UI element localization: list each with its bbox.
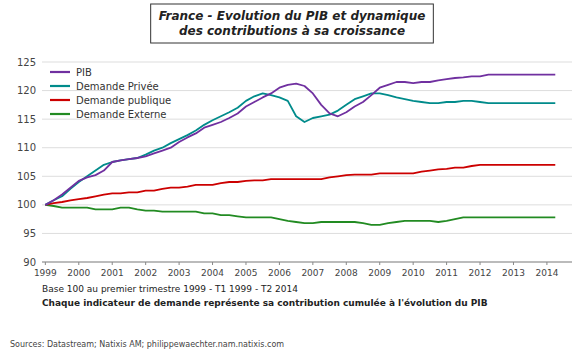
y-tick-label: 115 [17,114,36,125]
x-tick-label: 2007 [301,268,324,278]
x-tick-label: 2001 [101,268,124,278]
grid-line [42,262,572,263]
legend-swatch [50,85,70,87]
x-tick [379,262,380,265]
legend-swatch [50,71,70,73]
x-tick-label: 2004 [201,268,224,278]
y-tick-label: 105 [17,171,36,182]
x-tick-label: 2006 [268,268,291,278]
x-tick [145,262,146,265]
x-tick [546,262,547,265]
grid-line [42,204,572,205]
y-grid: 90 95 100 105 110 115 120 125 [17,57,572,268]
chart-container: France - Evolution du PIB et dynamiquede… [0,0,584,355]
x-tick-label: 2014 [535,268,558,278]
grid-line [42,147,572,148]
title: France - Evolution du PIB et dynamiquede… [159,9,426,38]
x-tick-label: 2003 [168,268,191,278]
x-tick-label: 2009 [368,268,391,278]
title-group: France - Evolution du PIB et dynamiquede… [151,4,434,43]
x-tick [212,262,213,265]
y-tick-label: 110 [17,142,36,153]
x-tick-label: 2011 [435,268,458,278]
subtitle: Base 100 au premier trimestre 1999 - T1 … [42,284,298,294]
grid-line [42,176,572,177]
legend-swatch [50,113,70,115]
x-tick-label: 2013 [502,268,525,278]
legend-swatch [50,99,70,101]
legend-label: Demande Externe [76,109,166,120]
x-tick-label: 2000 [67,268,90,278]
title-box [151,4,434,43]
x-tick [279,262,280,265]
x-tick [112,262,113,265]
x-tick [346,262,347,265]
legend-label: PIB [76,67,92,78]
chart-svg: France - Evolution du PIB et dynamiquede… [0,0,584,355]
x-axis: 1999 2000 2001 2002 2003 2004 2005 2006 2007 2008… [34,262,559,278]
grid-line [42,62,572,63]
x-axis-line [42,262,572,263]
x-tick [179,262,180,265]
x-tick [45,262,46,265]
y-tick-label: 90 [23,257,36,268]
x-tick-label: 2012 [469,268,492,278]
lines [45,75,555,225]
annotation: Chaque indicateur de demande représente … [42,298,488,308]
background [0,0,584,355]
grid-line [42,233,572,234]
x-tick [446,262,447,265]
y-tick-label: 100 [17,199,36,210]
series-line [45,93,555,204]
series-line [45,75,555,205]
x-tick [480,262,481,265]
x-tick [413,262,414,265]
x-tick-label: 2008 [335,268,358,278]
source: Sources: Datastream; Natixis AM; philipp… [10,340,284,349]
legend-label: Demande publique [76,95,171,106]
y-tick-label: 120 [17,85,36,96]
x-tick [513,262,514,265]
legend: PIB Demande Privée Demande publique Demande… [50,67,171,120]
x-tick [78,262,79,265]
legend-label: Demande Privée [76,81,159,92]
x-tick-label: 2002 [134,268,157,278]
x-tick [245,262,246,265]
series-line [45,165,555,205]
x-tick [312,262,313,265]
x-tick-label: 2005 [235,268,258,278]
x-tick-label: 2010 [402,268,425,278]
y-tick-label: 125 [17,57,36,68]
series-line [45,205,555,225]
y-tick-label: 95 [23,228,36,239]
x-tick-label: 1999 [34,268,57,278]
